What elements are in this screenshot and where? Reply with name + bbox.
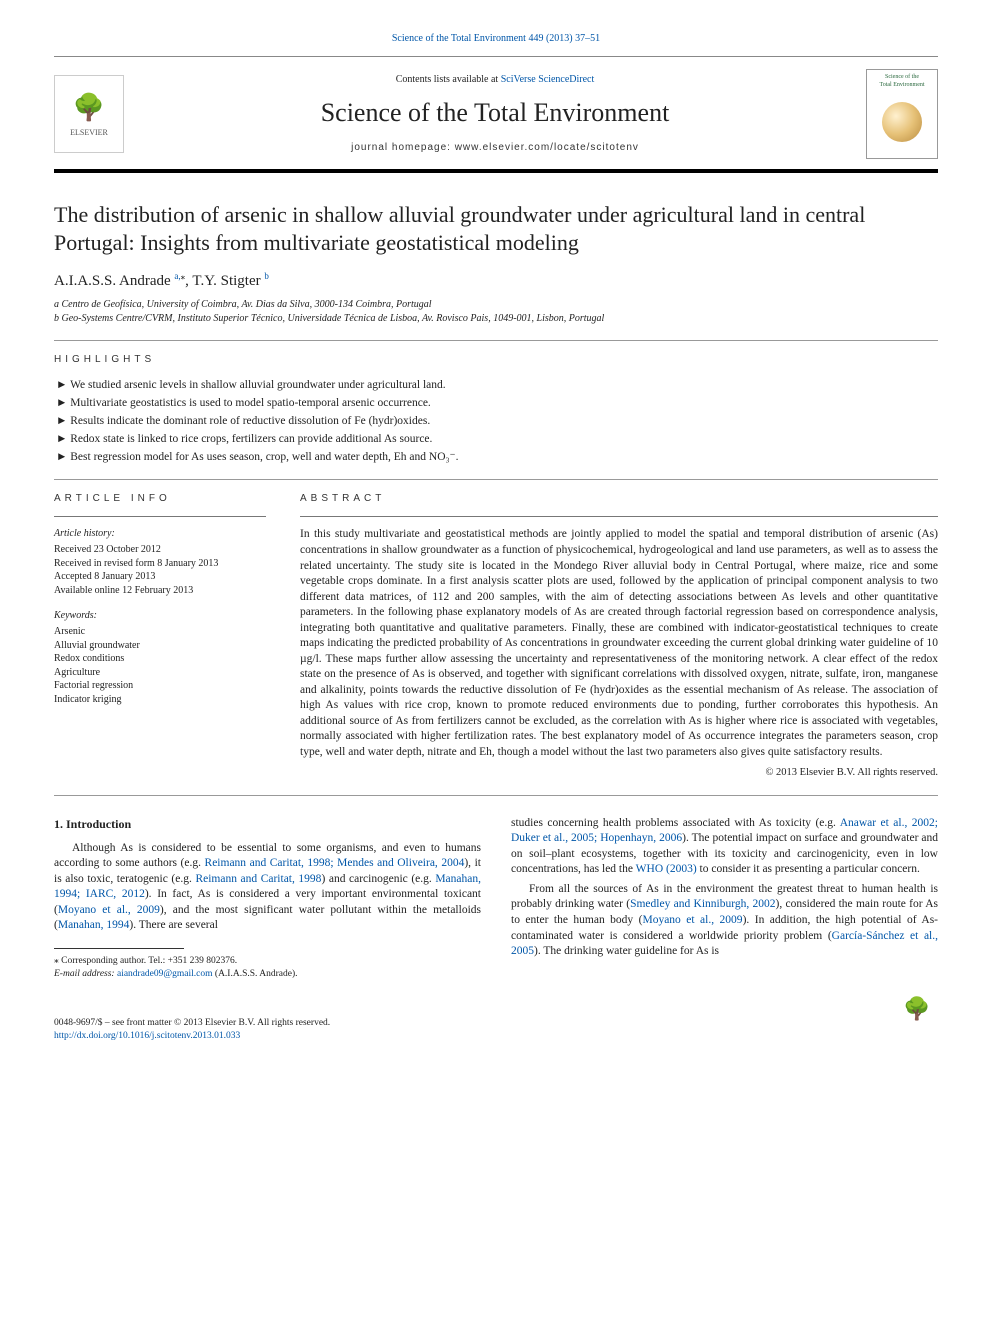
keywords-heading: Keywords: [54,609,266,623]
elsevier-logo: 🌳 ELSEVIER [54,75,124,153]
history-item: Received in revised form 8 January 2013 [54,557,266,571]
intro-para-1: Although As is considered to be essentia… [54,841,481,934]
article-title: The distribution of arsenic in shallow a… [54,201,938,256]
cover-globe-icon [882,102,922,142]
keyword: Agriculture [54,666,266,680]
author-list: A.I.A.S.S. Andrade a,⁎, T.Y. Stigter b [54,270,938,292]
abstract-heading: ABSTRACT [300,492,938,506]
abstract-text: In this study multivariate and geostatis… [300,527,938,760]
affiliation-a: a Centro de Geofísica, University of Coi… [54,298,938,312]
cover-caption-1: Science of the [885,73,919,81]
intro-para-3: From all the sources of As in the enviro… [511,882,938,960]
abstract-column: ABSTRACT In this study multivariate and … [300,492,938,780]
elsevier-mini-logo: 🌳 [896,994,938,1042]
email-suffix: (A.I.A.S.S. Andrade). [213,969,298,979]
highlight-item: We studied arsenic levels in shallow all… [56,377,938,393]
elsevier-logo-text: ELSEVIER [70,127,108,138]
intro-heading: 1. Introduction [54,816,481,833]
journal-cover-thumb: Science of the Total Environment [866,69,938,159]
highlight-item: Multivariate geostatistics is used to mo… [56,395,938,411]
footer-left: 0048-9697/$ – see front matter © 2013 El… [54,1017,330,1043]
email-label: E-mail address: [54,969,117,979]
intro-para-2: studies concerning health problems assoc… [511,816,938,878]
doi-link[interactable]: http://dx.doi.org/10.1016/j.scitotenv.20… [54,1031,240,1041]
divider [54,340,938,341]
keyword: Redox conditions [54,652,266,666]
highlights-heading: HIGHLIGHTS [54,353,938,367]
column-right: studies concerning health problems assoc… [511,816,938,981]
running-head: Science of the Total Environment 449 (20… [54,32,938,46]
corresponding-author-note: ⁎ Corresponding author. Tel.: +351 239 8… [54,955,481,968]
affiliation-b: b Geo-Systems Centre/CVRM, Instituto Sup… [54,312,938,326]
keyword: Arsenic [54,625,266,639]
contents-line: Contents lists available at SciVerse Sci… [142,73,848,87]
journal-title: Science of the Total Environment [142,95,848,131]
column-left: 1. Introduction Although As is considere… [54,816,481,981]
history-item: Received 23 October 2012 [54,543,266,557]
keyword: Alluvial groundwater [54,639,266,653]
highlight-item: Best regression model for As uses season… [56,449,938,465]
journal-header: 🌳 ELSEVIER Contents lists available at S… [54,56,938,173]
history-heading: Article history: [54,527,266,541]
info-abstract-row: ARTICLE INFO Article history: Received 2… [54,492,938,780]
divider [54,795,938,796]
highlight-item: Results indicate the dominant role of re… [56,413,938,429]
footnote-separator [54,948,184,949]
elsevier-tree-icon: 🌳 [73,90,105,126]
divider [300,516,938,517]
divider [54,516,266,517]
highlight-item: Redox state is linked to rice crops, fer… [56,431,938,447]
history-item: Available online 12 February 2013 [54,584,266,598]
article-info-column: ARTICLE INFO Article history: Received 2… [54,492,266,780]
journal-homepage: journal homepage: www.elsevier.com/locat… [142,141,848,155]
abstract-copyright: © 2013 Elsevier B.V. All rights reserved… [300,766,938,781]
page-footer: 0048-9697/$ – see front matter © 2013 El… [54,994,938,1042]
contents-prefix: Contents lists available at [396,74,501,85]
front-matter-line: 0048-9697/$ – see front matter © 2013 El… [54,1017,330,1030]
history-item: Accepted 8 January 2013 [54,570,266,584]
keyword: Indicator kriging [54,693,266,707]
header-center: Contents lists available at SciVerse Sci… [142,73,848,155]
keyword: Factorial regression [54,679,266,693]
cover-caption-2: Total Environment [879,81,924,89]
author-email-link[interactable]: aiandrade09@gmail.com [117,969,213,979]
divider [54,479,938,480]
affiliations: a Centro de Geofísica, University of Coi… [54,298,938,326]
body-columns: 1. Introduction Although As is considere… [54,816,938,981]
article-info-heading: ARTICLE INFO [54,492,266,506]
sciencedirect-link[interactable]: SciVerse ScienceDirect [501,74,595,85]
highlights-list: We studied arsenic levels in shallow all… [54,377,938,465]
running-head-link[interactable]: Science of the Total Environment 449 (20… [392,33,600,44]
email-footnote: E-mail address: aiandrade09@gmail.com (A… [54,968,481,981]
